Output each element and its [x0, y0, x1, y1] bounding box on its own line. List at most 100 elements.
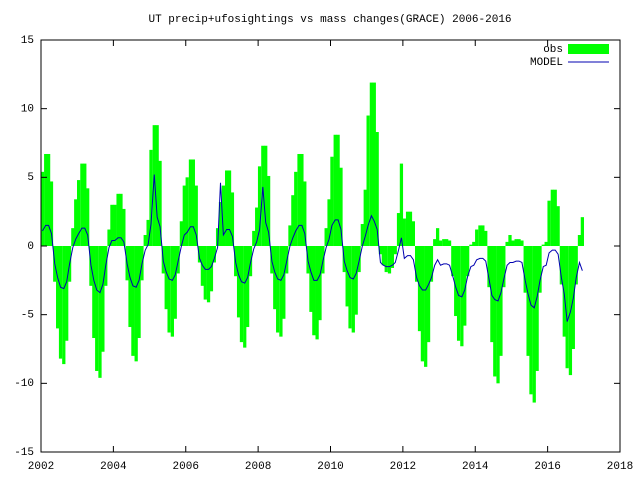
bar — [227, 170, 232, 246]
bar — [62, 246, 66, 365]
bar — [447, 240, 452, 246]
bar — [574, 246, 578, 285]
bar — [155, 125, 159, 246]
bar — [315, 246, 319, 340]
bar — [264, 145, 268, 246]
bar — [345, 246, 349, 307]
bar — [420, 246, 425, 362]
bar — [445, 239, 449, 246]
bar — [556, 206, 560, 246]
bar — [478, 225, 482, 246]
bar — [206, 246, 211, 303]
x-tick-label: 2004 — [100, 461, 127, 473]
bar — [417, 246, 422, 332]
bar — [65, 246, 69, 341]
bar — [113, 204, 117, 246]
bar — [252, 230, 256, 246]
x-tick-label: 2018 — [607, 461, 633, 473]
bar — [95, 246, 99, 371]
y-tick-label: -15 — [14, 447, 34, 459]
bar — [429, 246, 434, 282]
bar — [74, 199, 78, 246]
bar — [336, 134, 340, 246]
bar — [435, 228, 440, 246]
bar — [433, 239, 437, 246]
bar — [472, 241, 476, 246]
bar — [399, 163, 404, 246]
bar — [438, 240, 443, 246]
bar — [221, 185, 226, 246]
bar — [520, 240, 524, 246]
bar — [119, 193, 123, 246]
bar — [517, 239, 521, 246]
bar — [83, 163, 87, 246]
bar — [499, 246, 503, 356]
bar — [225, 170, 229, 246]
bar — [393, 246, 397, 255]
bar — [544, 241, 548, 246]
bar — [230, 192, 235, 246]
bar — [309, 246, 313, 312]
bar — [502, 246, 506, 288]
bar — [167, 246, 171, 333]
bar — [535, 246, 539, 371]
bar — [318, 246, 322, 321]
bar — [92, 246, 96, 339]
bar — [363, 189, 367, 246]
bar — [369, 82, 374, 246]
bar — [469, 244, 473, 246]
bar — [454, 246, 458, 317]
bar — [49, 181, 54, 246]
x-tick-label: 2014 — [462, 461, 489, 473]
bar — [375, 132, 379, 246]
bar — [511, 240, 515, 246]
bar — [101, 246, 105, 352]
bar — [288, 225, 292, 246]
bar — [246, 246, 250, 328]
bar — [456, 246, 461, 341]
bar — [107, 229, 111, 246]
legend-label: obs — [543, 44, 563, 56]
y-tick-label: -10 — [14, 378, 34, 390]
bar — [396, 213, 401, 246]
bar — [77, 180, 81, 246]
legend-swatch — [568, 44, 609, 54]
bar — [188, 159, 193, 246]
bar — [463, 246, 467, 326]
bar — [580, 217, 584, 246]
y-tick-label: 5 — [27, 172, 34, 184]
bar — [194, 185, 198, 246]
x-tick-label: 2012 — [390, 461, 416, 473]
bar — [577, 235, 582, 246]
bar — [203, 246, 207, 300]
bar — [372, 82, 376, 246]
bar — [348, 246, 352, 329]
bar — [239, 246, 244, 343]
bar — [276, 246, 280, 333]
bar — [294, 171, 298, 246]
bar — [381, 246, 385, 266]
bar — [387, 246, 392, 274]
bar — [550, 189, 554, 246]
bar — [44, 153, 48, 246]
bar — [538, 246, 542, 293]
bar — [565, 246, 569, 369]
bar — [236, 246, 241, 318]
bar — [354, 246, 358, 315]
bar — [261, 145, 265, 246]
bar — [212, 246, 216, 263]
bar — [71, 228, 75, 246]
bar — [402, 218, 406, 246]
bar — [58, 246, 63, 359]
x-tick-label: 2006 — [173, 461, 199, 473]
x-tick-label: 2016 — [534, 461, 560, 473]
bar — [442, 239, 446, 246]
bar — [137, 246, 141, 339]
bar — [116, 193, 120, 246]
bar — [547, 200, 551, 246]
bar — [98, 246, 102, 378]
bar — [541, 244, 545, 246]
bar — [266, 175, 271, 246]
bar — [300, 153, 304, 246]
